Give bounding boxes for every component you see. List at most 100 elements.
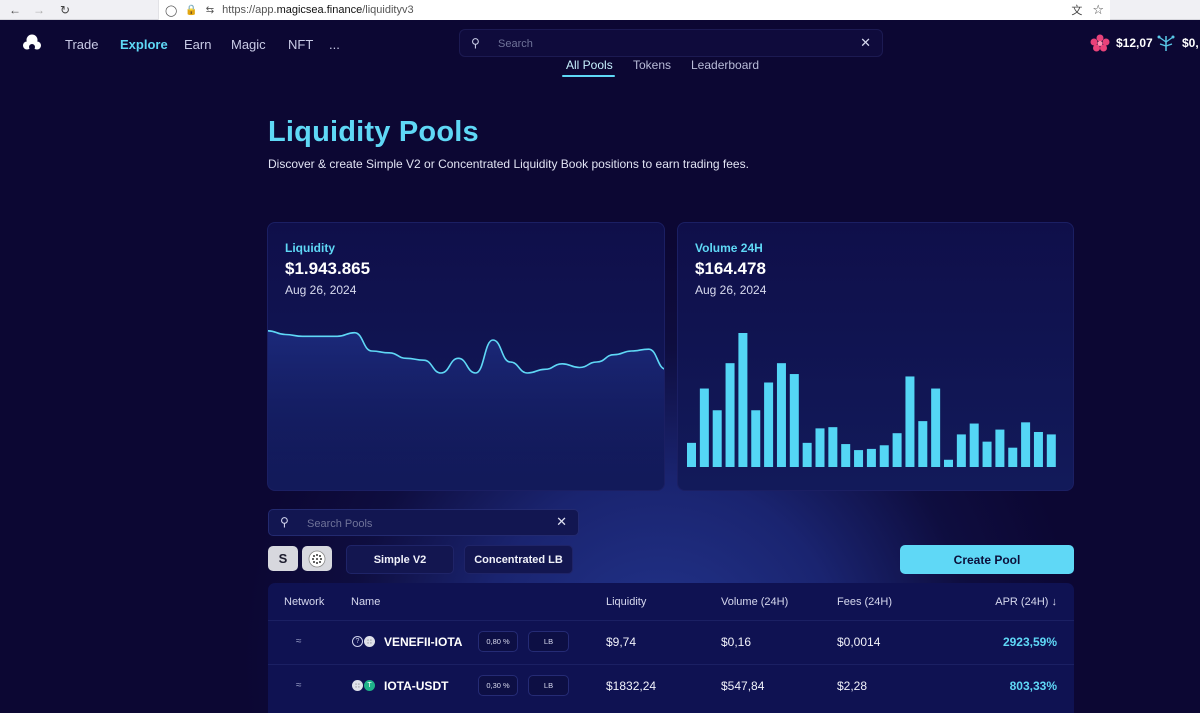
pool-name: VENEFII-IOTA: [384, 635, 463, 649]
column-header-apr[interactable]: APR (24H) ↓: [995, 596, 1057, 608]
create-pool-button[interactable]: Create Pool: [900, 545, 1074, 574]
reload-icon[interactable]: ↻: [59, 2, 71, 17]
liquidity-label: Liquidity: [285, 241, 335, 255]
volume-bar: [1021, 422, 1031, 467]
volume-bar: [1046, 434, 1056, 467]
token-balance-iota[interactable]: $0,: [1156, 34, 1199, 52]
table-row[interactable]: ≈ ? ∷ VENEFII-IOTA 0,80 % LB $9,74 $0,16…: [268, 620, 1074, 664]
permissions-icon: ⇆: [205, 4, 215, 16]
volume-value: $164.478: [695, 259, 766, 278]
volume-bar: [751, 410, 761, 467]
pool-type-badge: LB: [528, 675, 569, 696]
nav-more[interactable]: ...: [329, 37, 340, 52]
bookmark-star-icon[interactable]: ☆: [1092, 2, 1104, 17]
volume-bar: [982, 441, 992, 467]
page-subtitle: Discover & create Simple V2 or Concentra…: [268, 157, 749, 171]
volume-bar: [956, 434, 966, 467]
volume-bar: [854, 450, 864, 467]
address-bar[interactable]: ◯ 🔒 ⇆ https://app.magicsea.finance/liqui…: [158, 0, 1110, 20]
top-navigation: Trade Explore Earn Magic NFT ... ⚲ ✕ $12…: [0, 20, 1200, 68]
volume-bar: [712, 410, 722, 467]
global-search-input[interactable]: [498, 36, 838, 52]
liquidity-chart-card: Liquidity $1.943.865 Aug 26, 2024: [267, 222, 665, 491]
tab-leaderboard[interactable]: Leaderboard: [691, 58, 760, 72]
token-balance-magic[interactable]: $12,07: [1090, 34, 1153, 52]
search-icon: ⚲: [471, 36, 480, 50]
pool-apr: 803,33%: [1009, 679, 1057, 693]
iota-token-icon: ∷: [364, 636, 375, 647]
pool-liquidity: $1832,24: [606, 679, 657, 693]
forward-icon[interactable]: →: [33, 2, 45, 17]
volume-bar: [892, 433, 902, 467]
pool-volume: $547,84: [721, 679, 765, 693]
volume-bar: [738, 333, 748, 467]
column-header-network: Network: [284, 596, 325, 608]
volume-label: Volume 24H: [695, 241, 763, 255]
volume-bar: [918, 421, 928, 467]
nav-earn[interactable]: Earn: [184, 37, 212, 52]
browser-toolbar: ← → ↻ ◯ 🔒 ⇆ https://app.magicsea.finance…: [0, 0, 1200, 20]
network-filter-iota[interactable]: [302, 546, 332, 571]
fee-tier-badge: 0,80 %: [478, 631, 518, 652]
volume-bar: [776, 363, 786, 467]
volume-bar-chart[interactable]: [678, 223, 1074, 491]
iota-token-icon: ∷: [352, 680, 363, 691]
global-search: ⚲ ✕: [459, 29, 883, 57]
liquidity-value: $1.943.865: [285, 259, 371, 278]
liquidity-area-fill: [268, 330, 664, 490]
nav-magic[interactable]: Magic: [231, 37, 266, 52]
volume-bar: [905, 376, 915, 467]
pool-search: ⚲ ✕: [268, 509, 579, 536]
close-icon[interactable]: ✕: [860, 35, 871, 50]
liquidity-line: [268, 330, 664, 374]
nav-explore[interactable]: Explore: [120, 37, 168, 52]
shield-icon: ◯: [165, 4, 178, 17]
liquidity-date: Aug 26, 2024: [285, 283, 357, 297]
liquidity-area-chart[interactable]: [268, 223, 665, 491]
iota-network-icon: ≈: [296, 636, 302, 647]
iota-network-icon: ≈: [296, 680, 302, 691]
magicsea-logo-icon[interactable]: [22, 34, 42, 52]
nav-nft[interactable]: NFT: [288, 37, 314, 52]
search-icon: ⚲: [280, 515, 289, 529]
shimmer-icon: S: [278, 551, 288, 566]
translate-icon[interactable]: 文: [1071, 5, 1083, 17]
back-icon[interactable]: ←: [9, 2, 21, 17]
url-text: https://app.magicsea.finance/liquidityv3: [222, 4, 414, 16]
volume-bar: [1033, 431, 1043, 467]
concentrated-lb-filter-button[interactable]: Concentrated LB: [464, 545, 573, 574]
volume-bar: [764, 382, 774, 467]
volume-date: Aug 26, 2024: [695, 283, 767, 297]
pool-name: IOTA-USDT: [384, 679, 449, 693]
magic-flower-icon: [1090, 34, 1110, 52]
explore-subtabs: All Pools Tokens Leaderboard: [0, 58, 1200, 78]
volume-bar: [841, 444, 851, 467]
tab-tokens[interactable]: Tokens: [633, 58, 672, 72]
fee-tier-badge: 0,30 %: [478, 675, 518, 696]
tab-all-pools[interactable]: All Pools: [566, 58, 613, 72]
volume-bar: [879, 445, 889, 467]
pool-fees: $2,28: [837, 679, 868, 693]
pool-search-input[interactable]: [307, 516, 547, 532]
volume-bar: [815, 428, 825, 467]
lock-icon: 🔒: [185, 4, 198, 16]
pools-table: Network Name Liquidity Volume (24H) Fees…: [268, 583, 1074, 713]
volume-bar: [802, 442, 812, 467]
volume-bar: [969, 423, 979, 467]
volume-bar: [699, 388, 709, 467]
volume-bar: [931, 388, 941, 467]
close-icon[interactable]: ✕: [556, 514, 567, 529]
network-filter-shimmer[interactable]: S: [268, 546, 298, 571]
volume-bar: [944, 459, 953, 467]
magic-balance: $12,07: [1116, 36, 1153, 50]
volume-bar: [789, 374, 799, 467]
nav-trade[interactable]: Trade: [65, 37, 99, 52]
column-header-fees[interactable]: Fees (24H): [837, 596, 893, 608]
iota-balance: $0,: [1182, 36, 1199, 50]
column-header-volume[interactable]: Volume (24H): [721, 596, 789, 608]
table-row[interactable]: ≈ ∷ T IOTA-USDT 0,30 % LB $1832,24 $547,…: [268, 664, 1074, 708]
column-header-liquidity[interactable]: Liquidity: [606, 596, 647, 608]
volume-bar: [995, 429, 1005, 467]
page-title: Liquidity Pools: [268, 116, 479, 148]
simple-v2-filter-button[interactable]: Simple V2: [346, 545, 454, 574]
